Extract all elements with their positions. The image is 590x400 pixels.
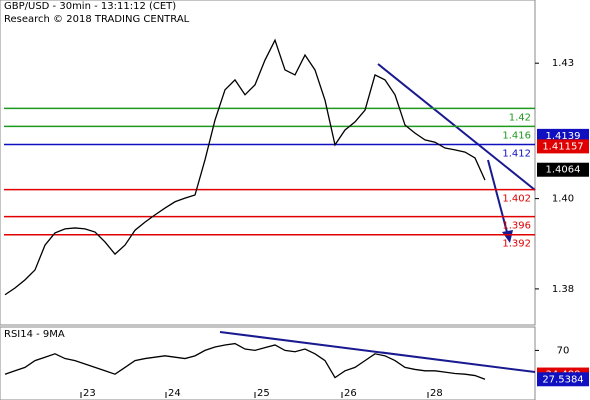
price-panel xyxy=(0,0,536,326)
level-label: 1.392 xyxy=(502,239,531,250)
price-marker xyxy=(537,372,589,387)
rsi-title: RSI14 - 9MA xyxy=(4,329,65,340)
y-tick-label: 1.43 xyxy=(552,58,574,69)
y-tick-label: 1.40 xyxy=(552,194,574,205)
x-tick-label: 23 xyxy=(83,388,96,399)
level-label: 1.42 xyxy=(509,112,531,123)
x-tick-label: 28 xyxy=(430,388,443,399)
price-marker-label: 1.4139 xyxy=(546,131,581,142)
y-tick-label: 1.38 xyxy=(552,284,574,295)
projection-arrow xyxy=(487,159,509,237)
rsi-panel xyxy=(0,326,536,400)
price-line xyxy=(4,38,486,296)
rsi-line xyxy=(4,342,486,380)
price-marker xyxy=(537,162,589,177)
price-marker-label: 27.5384 xyxy=(542,374,583,385)
price-marker xyxy=(537,128,589,143)
chart-title: GBP/USD - 30min - 13:11:12 (CET) xyxy=(4,1,176,12)
y-tick-label: 70 xyxy=(557,345,570,356)
rsi-trend-line xyxy=(219,331,536,373)
chart-subtitle: Research © 2018 TRADING CENTRAL xyxy=(4,14,190,25)
x-tick-label: 24 xyxy=(168,388,181,399)
arrow-head xyxy=(502,230,513,243)
x-tick-label: 25 xyxy=(257,388,270,399)
level-label: 1.412 xyxy=(502,148,531,159)
price-marker-label: 1.4064 xyxy=(546,165,581,176)
price-marker xyxy=(537,139,589,154)
level-label: 1.402 xyxy=(502,194,531,205)
level-label: 1.416 xyxy=(502,130,531,141)
level-label: 1.396 xyxy=(502,221,531,232)
x-tick-label: 26 xyxy=(344,388,357,399)
price-marker-label: 1.41157 xyxy=(542,141,583,152)
